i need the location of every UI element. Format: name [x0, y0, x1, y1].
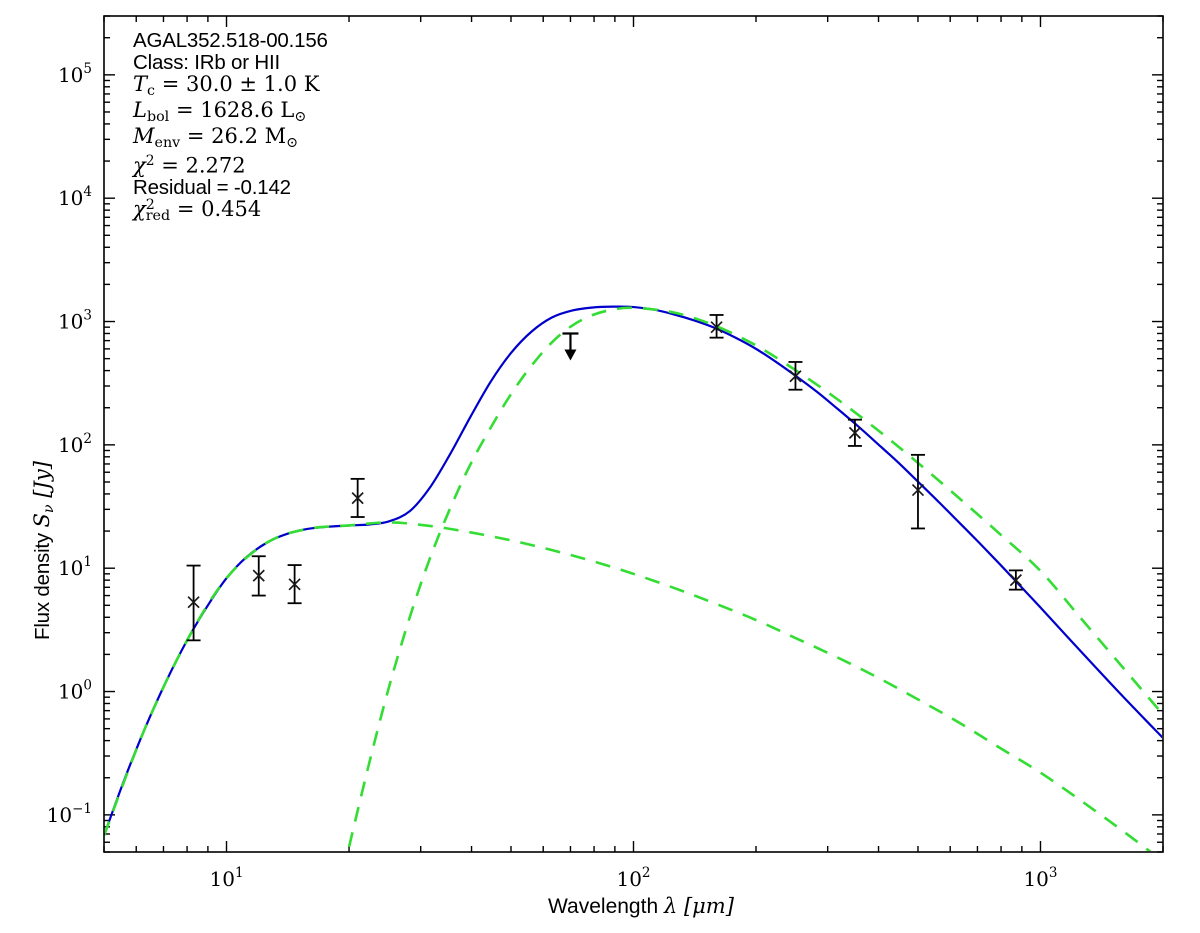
temperature-line: Tc = 30.0 ± 1.0 K [133, 73, 613, 99]
marker-cross-b [252, 569, 265, 582]
y-tick-label-3: 102 [58, 431, 92, 457]
menv-value: = 26.2 M [186, 123, 287, 148]
chi-square-line: χ2 = 2.272 [133, 154, 613, 177]
marker-cross-b [789, 370, 802, 383]
x-tick-label-0: 101 [209, 865, 243, 891]
tick-marks [103, 15, 1164, 853]
y-tick-label-4: 103 [58, 308, 92, 334]
x-axis-label-unit: [μm] [677, 894, 734, 918]
lbol-subscript: bol [146, 108, 170, 125]
x-axis-label-lambda: λ [663, 894, 678, 918]
chi2-superscript: 2 [145, 152, 155, 169]
data-point-2 [287, 564, 302, 605]
marker-cross-b [911, 483, 925, 497]
lbol-symbol: L [133, 98, 147, 122]
data-point-8 [910, 453, 925, 530]
chi2-symbol: χ [133, 153, 146, 178]
residual-line: Residual = -0.142 [133, 175, 291, 199]
data-point-0 [186, 564, 201, 642]
upper-limit-arrowhead [564, 349, 577, 361]
model-curves [105, 305, 1162, 851]
y-axis-label-symbol: S [30, 513, 54, 528]
chi2red-symbol: χ [133, 197, 146, 222]
tc-symbol: T [133, 72, 148, 97]
data-point-4 [562, 332, 579, 361]
chi-square-reduced-line: χ 2 red = 0.454 [133, 196, 613, 225]
chi2red-indices: 2 red [145, 196, 171, 225]
x-axis-label-prefix: Wavelength [548, 895, 664, 918]
data-point-1 [251, 555, 266, 597]
y-tick-label-0: 10−1 [47, 801, 92, 827]
tc-value: = 30.0 ± 1.0 K [161, 72, 320, 97]
menv-subscript: env [154, 134, 181, 151]
y-tick-label-2: 101 [58, 554, 92, 580]
chi2red-value: = 0.454 [176, 197, 262, 222]
curve-warm-stellar-component [105, 521, 1152, 851]
chi2-value: = 2.272 [161, 153, 246, 178]
y-axis-label-prefix: Flux density [31, 527, 54, 640]
data-points [186, 314, 1023, 642]
marker-cross-b [848, 426, 862, 440]
x-axis-label: Wavelength λ [μm] [548, 894, 734, 919]
marker-cross-b [351, 492, 364, 505]
tc-subscript: c [147, 83, 156, 100]
marker-cross-b [710, 321, 723, 334]
data-point-6 [788, 361, 803, 391]
data-point-3 [350, 477, 365, 518]
annotation-block: AGAL352.518-00.156 Class: IRb or HII Tc … [133, 29, 613, 225]
source-name: AGAL352.518-00.156 [133, 29, 328, 52]
lbol-value: = 1628.6 L [175, 98, 295, 122]
y-tick-label-5: 104 [58, 184, 92, 210]
data-point-9 [1008, 569, 1023, 591]
y-tick-label-6: 105 [58, 61, 92, 87]
data-point-7 [847, 418, 862, 447]
chi2red-subscript: red [145, 208, 171, 225]
class-line: Class: IRb or HII [133, 50, 280, 74]
x-tick-label-1: 102 [616, 865, 650, 891]
menv-unit-subscript: ⊙ [286, 134, 299, 151]
y-axis-label: Flux density Sν [Jy] [30, 461, 57, 640]
lbol-unit-subscript: ⊙ [294, 108, 307, 125]
y-axis-label-sub: ν [40, 504, 57, 514]
x-tick-label-2: 103 [1023, 865, 1057, 891]
marker-cross-b [1009, 574, 1022, 587]
tick-labels: 101 102 103 10−1 100 101 102 103 104 105 [47, 61, 1058, 891]
luminosity-line: Lbol = 1628.6 L⊙ [133, 99, 613, 125]
y-axis-label-unit: [Jy] [30, 461, 54, 505]
marker-cross-b [187, 596, 200, 609]
chi2red-superscript: 2 [145, 196, 155, 213]
y-tick-label-1: 100 [58, 678, 92, 704]
curve-cool-envelope-component [347, 306, 1162, 848]
menv-symbol: M [133, 123, 155, 148]
data-point-5 [709, 314, 724, 339]
marker-cross-b [288, 578, 301, 591]
mass-line: Menv = 26.2 M⊙ [133, 125, 613, 151]
